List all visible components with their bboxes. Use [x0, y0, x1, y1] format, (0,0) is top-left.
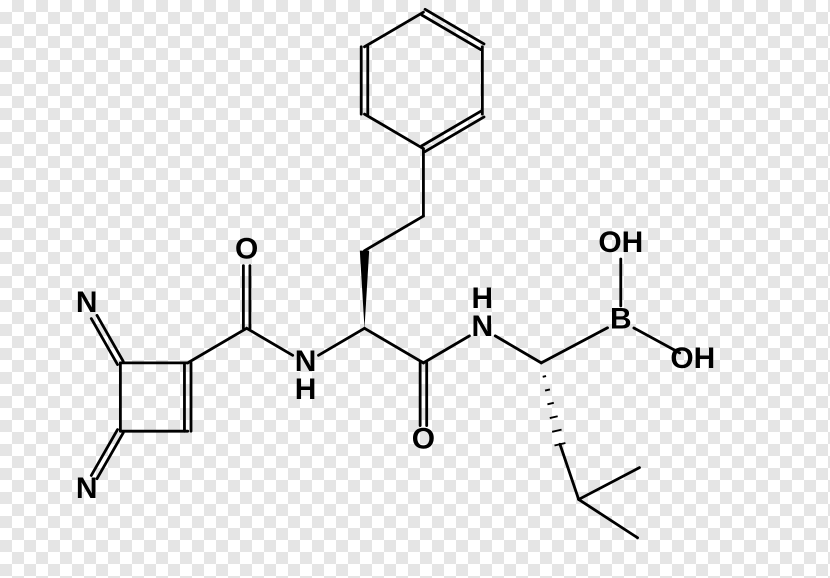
atom-label-N1: N: [76, 286, 98, 319]
atom-label-O12: O: [412, 422, 435, 455]
bonds-layer: [91, 9, 679, 537]
atom-label-N4: N: [76, 472, 98, 505]
svg-text:H: H: [295, 373, 317, 406]
svg-text:H: H: [472, 282, 494, 315]
atom-label-O16: OH: [598, 226, 643, 259]
molecule-canvas: NNONHONHBOHOH: [0, 0, 830, 578]
atom-label-O17: OH: [670, 342, 715, 375]
atom-label-O8: O: [235, 233, 258, 266]
atoms-layer: NNONHONHBOHOH: [76, 226, 715, 505]
atom-label-B15: B: [610, 303, 632, 336]
